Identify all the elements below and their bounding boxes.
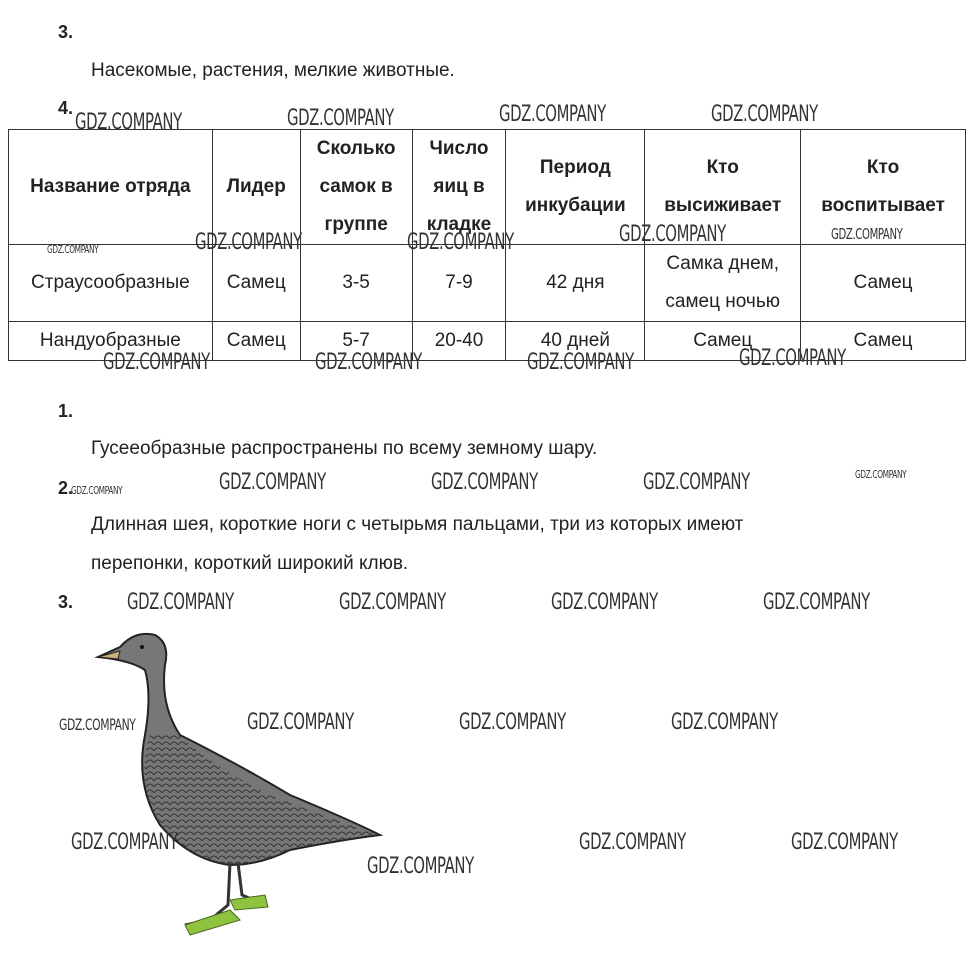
answer-text: Насекомые, растения, мелкие животные.	[91, 60, 455, 81]
item-number: 3.	[58, 22, 74, 42]
watermark: GDZ.COMPANY	[551, 590, 658, 615]
watermark: GDZ.COMPANY	[763, 590, 870, 615]
cell: Самец	[211, 244, 301, 322]
cell: Нандуобразные	[8, 321, 213, 361]
table-row: Страусообразные Самец 3-5 7-9 42 дня Сам…	[8, 244, 966, 322]
watermark: GDZ.COMPANY	[315, 350, 422, 375]
answer-text: Гусееобразные распространены по всему зе…	[91, 438, 598, 459]
watermark: GDZ.COMPANY	[339, 590, 446, 615]
watermark: GDZ.COMPANY	[71, 484, 123, 497]
watermark: GDZ.COMPANY	[407, 230, 514, 255]
watermark: GDZ.COMPANY	[47, 243, 99, 256]
watermark: GDZ.COMPANY	[671, 710, 778, 735]
watermark: GDZ.COMPANY	[103, 350, 210, 375]
watermark: GDZ.COMPANY	[127, 590, 234, 615]
answer-text: Длинная шея, короткие ноги с четырьмя па…	[91, 514, 744, 535]
watermark: GDZ.COMPANY	[195, 230, 302, 255]
cell: Самец	[800, 244, 966, 322]
item-number: 2.	[58, 478, 74, 498]
cell: Самец	[211, 321, 301, 361]
watermark: GDZ.COMPANY	[711, 102, 818, 127]
header-cell: Сколько самок в группе	[299, 129, 413, 245]
table-row: Нандуобразные Самец 5-7 20-40 40 дней Са…	[8, 321, 966, 361]
cell: Самка днем, самец ночью	[644, 244, 802, 322]
header-cell: Период инкубации	[505, 129, 646, 245]
cell: 42 дня	[505, 244, 646, 322]
watermark: GDZ.COMPANY	[791, 830, 898, 855]
goose-image	[94, 632, 384, 936]
watermark: GDZ.COMPANY	[459, 710, 566, 735]
cell: 40 дней	[505, 321, 646, 361]
table-header-row: Название отряда Лидер Сколько самок в гр…	[8, 129, 966, 245]
cell: Самец	[644, 321, 802, 361]
watermark: GDZ.COMPANY	[831, 225, 903, 243]
watermark: GDZ.COMPANY	[619, 222, 726, 247]
watermark: GDZ.COMPANY	[367, 854, 474, 879]
cell: Страусообразные	[8, 244, 213, 322]
item-number: 3.	[58, 592, 74, 612]
watermark: GDZ.COMPANY	[499, 102, 606, 127]
cell: 3-5	[299, 244, 413, 322]
orders-table: Название отряда Лидер Сколько самок в гр…	[8, 129, 966, 361]
header-cell: Число яиц в кладке	[411, 129, 507, 245]
watermark: GDZ.COMPANY	[527, 350, 634, 375]
watermark: GDZ.COMPANY	[71, 830, 178, 855]
item-number: 1.	[58, 401, 74, 421]
watermark: GDZ.COMPANY	[431, 470, 538, 495]
item-number: 4.	[58, 98, 74, 118]
cell: 5-7	[299, 321, 413, 361]
watermark: GDZ.COMPANY	[739, 346, 846, 371]
watermark: GDZ.COMPANY	[855, 468, 907, 481]
watermark: GDZ.COMPANY	[219, 470, 326, 495]
cell: 20-40	[411, 321, 507, 361]
cell: 7-9	[411, 244, 507, 322]
answer-text: перепонки, короткий широкий клюв.	[91, 553, 409, 574]
watermark: GDZ.COMPANY	[643, 470, 750, 495]
watermark: GDZ.COMPANY	[579, 830, 686, 855]
watermark: GDZ.COMPANY	[75, 110, 182, 135]
header-cell: Название отряда	[8, 129, 213, 245]
watermark: GDZ.COMPANY	[59, 715, 136, 734]
header-cell: Лидер	[211, 129, 301, 245]
watermark: GDZ.COMPANY	[247, 710, 354, 735]
cell: Самец	[800, 321, 966, 361]
watermark: GDZ.COMPANY	[287, 106, 394, 131]
